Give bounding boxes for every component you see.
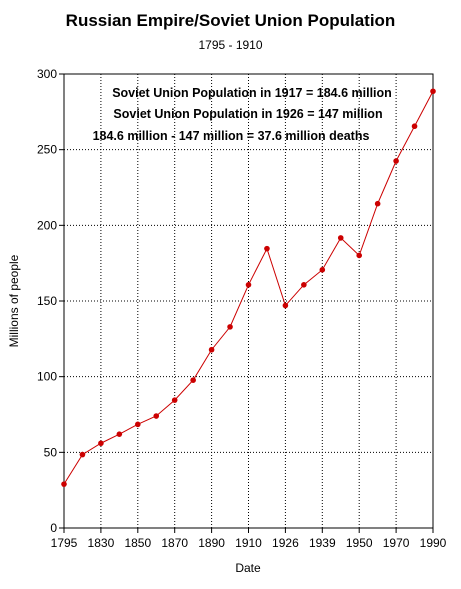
- y-tick-label: 150: [37, 294, 57, 308]
- series: [61, 88, 436, 487]
- data-point-1840: [116, 431, 123, 437]
- data-point-1830: [98, 440, 104, 447]
- y-tick-label: 100: [37, 370, 57, 384]
- y-tick-label: 50: [44, 445, 58, 459]
- data-point-1910: [245, 282, 252, 288]
- y-axis-title: Millions of people: [7, 254, 21, 347]
- x-tick-label: 1870: [161, 536, 188, 550]
- x-tick-label: 1890: [198, 536, 225, 550]
- x-tick-label: 1990: [420, 536, 447, 550]
- data-point-1795: [61, 481, 67, 487]
- data-point-1970: [393, 158, 399, 164]
- data-point-1890: [208, 346, 215, 353]
- x-axis-title: Date: [235, 561, 261, 575]
- data-point-1870: [171, 397, 178, 403]
- annotations: Soviet Union Population in 1917 = 184.6 …: [93, 86, 392, 143]
- y-tick-label: 0: [50, 521, 57, 535]
- annotation-deaths: 184.6 million - 147 million = 37.6 milli…: [93, 129, 370, 143]
- data-point-1850: [135, 421, 141, 428]
- x-tick-label: 1926: [272, 536, 299, 550]
- data-point-1950: [356, 252, 363, 259]
- data-point-1880: [190, 377, 196, 383]
- data-point-1926: [282, 302, 289, 309]
- x-tick-label: 1850: [124, 536, 151, 550]
- data-point-1930: [301, 282, 307, 288]
- x-tick-label: 1970: [383, 536, 410, 550]
- data-point-1900: [227, 324, 233, 330]
- y-axis: 0 50 100 150 200 250 300: [37, 67, 64, 535]
- x-tick-label: 1950: [346, 536, 373, 550]
- x-axis: 1795 1830 1850 1870 1890 1910 1926 1939 1950 1970…: [51, 528, 447, 550]
- annotation-1926: Soviet Union Population in 1926 = 147 mi…: [113, 107, 382, 121]
- y-tick-label: 250: [37, 143, 57, 157]
- chart-title: Russian Empire/Soviet Union Population: [65, 11, 396, 30]
- x-tick-label: 1939: [309, 536, 336, 550]
- data-point-1940: [337, 235, 344, 241]
- data-point-1980: [411, 123, 418, 130]
- annotation-1917: Soviet Union Population in 1917 = 184.6 …: [112, 86, 392, 100]
- data-point-1917: [264, 245, 270, 252]
- x-tick-label: 1910: [235, 536, 262, 550]
- y-tick-label: 300: [37, 67, 57, 81]
- x-tick-label: 1830: [88, 536, 115, 550]
- data-point-1939: [319, 267, 326, 273]
- chart-subtitle: 1795 - 1910: [198, 38, 263, 52]
- y-tick-label: 200: [37, 218, 57, 232]
- data-point-1960: [374, 200, 381, 207]
- x-tick-label: 1795: [51, 536, 78, 550]
- data-point-1990: [430, 88, 436, 95]
- data-point-1815: [79, 451, 86, 458]
- data-point-1860: [153, 413, 160, 419]
